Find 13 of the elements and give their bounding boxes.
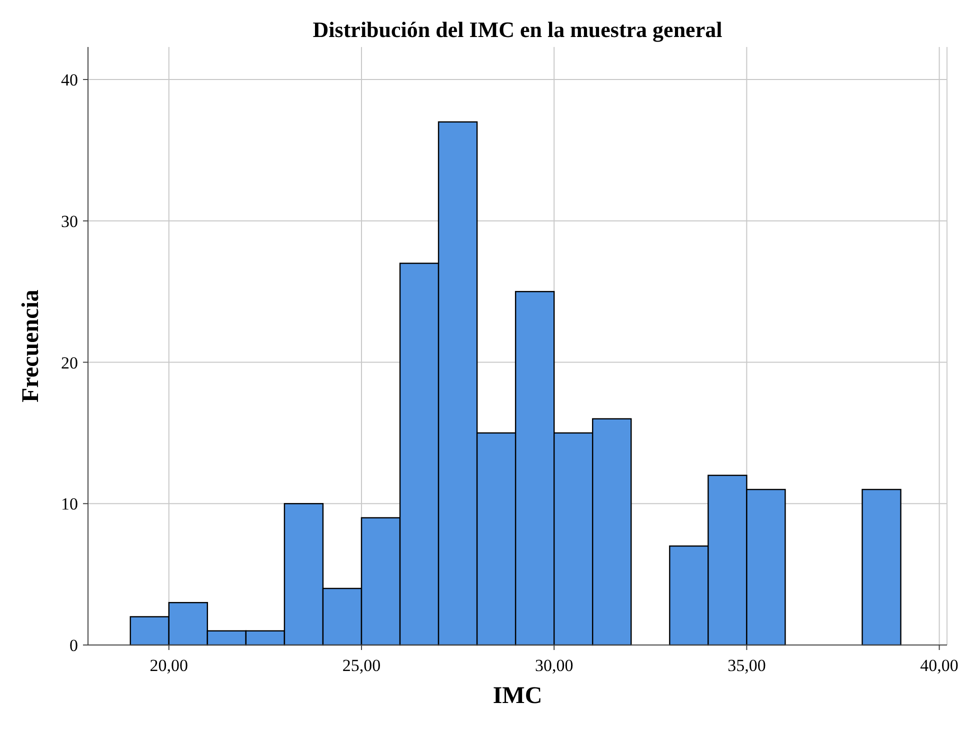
y-tick-label: 40 xyxy=(61,70,78,90)
x-axis-title: IMC xyxy=(492,683,542,709)
x-tick-label: 30,00 xyxy=(534,656,574,675)
y-axis-title: Frecuencia xyxy=(18,290,44,402)
y-tick-label: 30 xyxy=(61,212,78,231)
chart-title: Distribución del IMC en la muestra general xyxy=(312,17,722,42)
x-tick-label: 35,00 xyxy=(728,656,766,675)
x-tick-label: 40,00 xyxy=(920,656,958,675)
x-tick-label: 20,00 xyxy=(150,656,188,675)
y-tick-label: 10 xyxy=(61,494,78,514)
y-tick-label: 0 xyxy=(70,636,78,655)
y-tick-label: 20 xyxy=(61,353,78,372)
x-tick-label: 25,00 xyxy=(342,656,381,675)
